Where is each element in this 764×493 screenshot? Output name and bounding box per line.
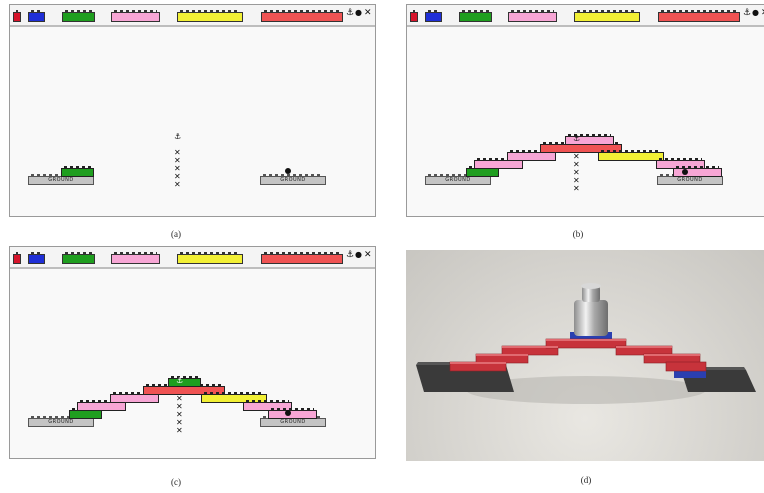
ground-right: GROUND (657, 174, 723, 185)
palette-pink-brick[interactable] (111, 252, 160, 264)
build-canvas[interactable]: GROUND GROUND ⚓ ✕ ✕ ✕ ✕ ✕ (407, 29, 764, 216)
palette-blue-small-brick[interactable] (28, 252, 45, 264)
panel-a: ⚓ ● ✕ GROUND GROUND ⚓ ✕ ✕ ✕ ✕ ✕ (9, 4, 376, 217)
load-dot (682, 169, 688, 175)
x-marker-icon: ✕ (176, 394, 183, 403)
close-x-icon[interactable]: ✕ (364, 8, 372, 18)
panel-b: ⚓ ● ✕ GROUND GROUND ⚓ ✕ ✕ ✕ ✕ ✕ (406, 4, 764, 217)
ground-left: GROUND (425, 174, 491, 185)
x-marker-icon: ✕ (176, 426, 183, 435)
x-marker-icon: ✕ (174, 180, 181, 189)
anchor-icon[interactable]: ⚓ (346, 250, 355, 260)
ground-right: GROUND (260, 416, 326, 427)
palette-red-brick[interactable] (261, 10, 343, 22)
palette-green-brick[interactable] (459, 10, 492, 22)
palette-red-small-brick[interactable] (410, 10, 418, 22)
palette-pink-brick[interactable] (111, 10, 160, 22)
load-dot (285, 168, 291, 174)
x-marker-icon: ✕ (573, 160, 580, 169)
yellow-brick[interactable] (598, 150, 664, 161)
palette-blue-small-brick[interactable] (28, 10, 45, 22)
pink-brick[interactable] (243, 400, 292, 411)
palette-yellow-brick[interactable] (574, 10, 640, 22)
pink-brick[interactable] (474, 158, 523, 169)
anchor-icon[interactable]: ⚓ (346, 8, 355, 18)
palette-yellow-brick[interactable] (177, 252, 243, 264)
green-brick[interactable] (61, 166, 94, 177)
x-marker-icon: ✕ (176, 418, 183, 427)
pink-brick[interactable] (565, 134, 614, 145)
palette-red-small-brick[interactable] (13, 252, 21, 264)
dot-icon[interactable]: ● (752, 8, 759, 17)
toolbar: ⚓ ● ✕ (10, 247, 375, 269)
dot-icon[interactable]: ● (355, 250, 362, 259)
close-x-icon[interactable]: ✕ (761, 9, 764, 18)
palette-green-brick[interactable] (62, 252, 95, 264)
green-brick[interactable] (168, 376, 201, 387)
x-marker-icon: ✕ (174, 148, 181, 157)
x-marker-icon: ✕ (174, 172, 181, 181)
palette-green-brick[interactable] (62, 10, 95, 22)
pink-brick[interactable] (673, 166, 722, 177)
x-marker-icon: ✕ (174, 164, 181, 173)
palette-blue-small-brick[interactable] (425, 10, 442, 22)
caption-d: (d) (580, 475, 592, 485)
palette-red-brick[interactable] (658, 10, 740, 22)
photo-illustration (416, 283, 756, 404)
build-canvas[interactable]: GROUND GROUND ⚓ ✕ ✕ ✕ ✕ ✕ (10, 271, 375, 458)
pink-brick[interactable] (268, 408, 317, 419)
x-marker-icon: ✕ (573, 168, 580, 177)
panel-c: ⚓ ● ✕ GROUND GROUND ⚓ ✕ ✕ ✕ ✕ ✕ (9, 246, 376, 459)
toolbar: ⚓ ● ✕ (407, 5, 764, 27)
pink-brick[interactable] (507, 150, 556, 161)
palette-yellow-brick[interactable] (177, 10, 243, 22)
x-marker-icon: ✕ (176, 402, 183, 411)
ground-left: GROUND (28, 174, 94, 185)
close-x-icon[interactable]: ✕ (364, 250, 372, 260)
build-canvas[interactable]: GROUND GROUND ⚓ ✕ ✕ ✕ ✕ ✕ (10, 29, 375, 216)
green-brick[interactable] (466, 166, 499, 177)
caption-a: (a) (171, 229, 181, 239)
palette-red-brick[interactable] (261, 252, 343, 264)
palette-pink-brick[interactable] (508, 10, 557, 22)
ground-left: GROUND (28, 416, 94, 427)
load-dot (285, 410, 291, 416)
caption-b: (b) (572, 229, 584, 239)
anchor-icon: ⚓ (573, 134, 581, 143)
x-marker-icon: ✕ (176, 410, 183, 419)
x-marker-icon: ✕ (573, 176, 580, 185)
toolbar: ⚓ ● ✕ (10, 5, 375, 27)
x-marker-icon: ✕ (573, 152, 580, 161)
lego-bridge-photo (406, 250, 764, 461)
anchor-icon: ⚓ (176, 376, 184, 385)
ground-right: GROUND (260, 174, 326, 185)
palette-red-small-brick[interactable] (13, 10, 21, 22)
anchor-icon: ⚓ (174, 132, 182, 141)
yellow-brick[interactable] (201, 392, 267, 403)
caption-c: (c) (171, 477, 181, 487)
x-marker-icon: ✕ (174, 156, 181, 165)
green-brick[interactable] (69, 408, 102, 419)
dot-icon[interactable]: ● (355, 8, 362, 17)
pink-brick[interactable] (110, 392, 159, 403)
pink-brick[interactable] (77, 400, 126, 411)
x-marker-icon: ✕ (573, 184, 580, 193)
anchor-icon[interactable]: ⚓ (743, 8, 752, 18)
